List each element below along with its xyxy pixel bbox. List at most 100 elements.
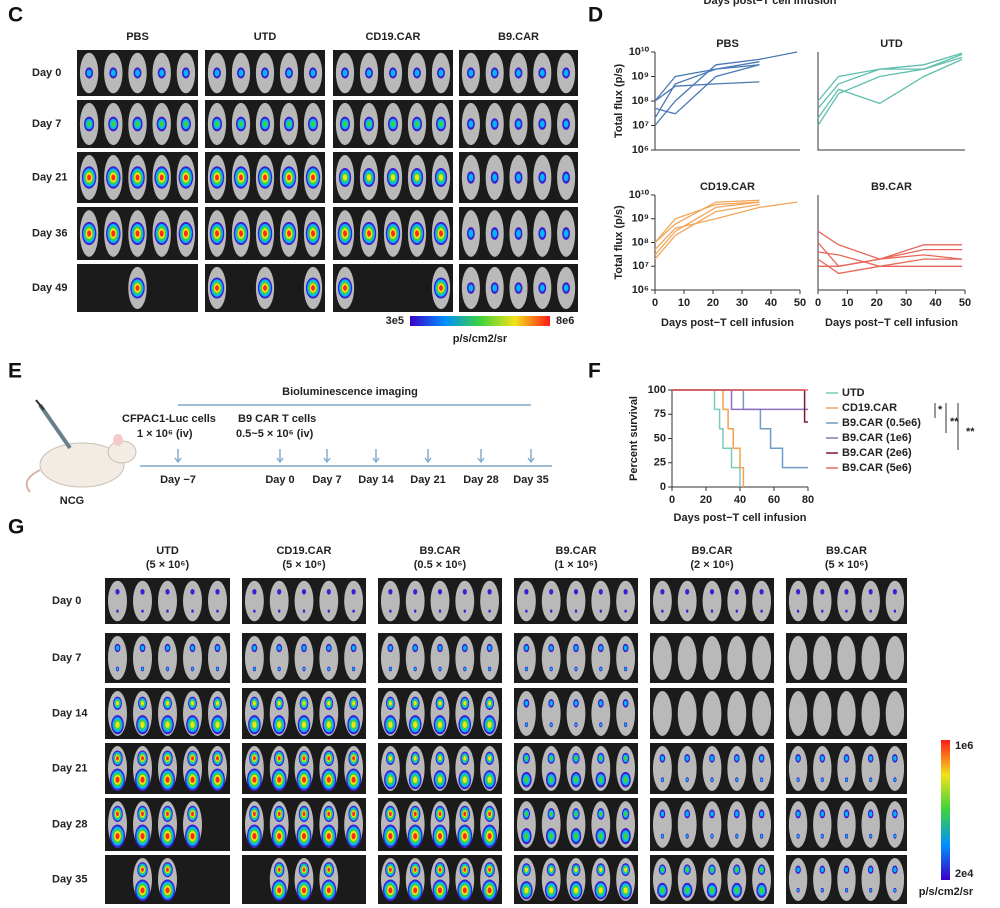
mouse — [702, 580, 722, 622]
signal — [140, 776, 145, 783]
signal — [661, 609, 664, 613]
y-axis-label: Total flux (p/s) — [613, 63, 625, 138]
panel-label: E — [8, 360, 22, 383]
mouse — [455, 636, 475, 680]
signal — [277, 867, 281, 872]
signal — [439, 667, 441, 671]
car-label: B9 CAR T cells — [238, 413, 316, 425]
mouse — [885, 857, 905, 902]
signal — [310, 69, 316, 77]
signal — [709, 887, 715, 894]
signal — [388, 701, 392, 706]
signal — [277, 832, 282, 840]
row-label: Day 7 — [32, 118, 61, 130]
signal — [301, 776, 307, 783]
signal — [487, 776, 492, 783]
mouse — [727, 746, 747, 791]
signal — [468, 173, 474, 182]
mouse — [591, 580, 611, 622]
signal — [462, 721, 467, 728]
colorbar-label: 1e6 — [955, 740, 973, 752]
mouse — [652, 580, 672, 622]
signal — [115, 776, 120, 783]
signal — [166, 667, 169, 671]
series-line — [654, 61, 760, 102]
signal — [342, 120, 348, 128]
row-label: Day 28 — [52, 818, 87, 830]
signal — [468, 229, 474, 238]
mouse — [837, 636, 856, 680]
y-tick-label: 10¹⁰ — [629, 189, 650, 201]
signal — [159, 230, 164, 237]
signal — [311, 230, 315, 237]
column-dose: (5 × 10⁶) — [282, 559, 326, 571]
mouse — [813, 801, 832, 848]
signal — [735, 609, 738, 613]
mouse — [885, 746, 905, 791]
signal — [437, 887, 443, 894]
signal — [845, 778, 848, 782]
y-axis-label: Total flux (p/s) — [613, 205, 625, 280]
signal — [624, 811, 628, 817]
x-tick-label: 10 — [678, 297, 690, 309]
signal — [660, 755, 665, 761]
signal — [303, 667, 305, 671]
signal — [438, 69, 444, 77]
signal — [685, 755, 689, 761]
signal — [190, 721, 195, 728]
x-axis-label: Days post−T cell infusion — [825, 317, 958, 329]
signal — [438, 756, 442, 761]
mouse — [702, 801, 722, 848]
row-label: Day 35 — [52, 873, 87, 885]
mouse — [380, 580, 400, 622]
signal — [599, 811, 603, 817]
signal — [191, 609, 194, 613]
signal — [351, 721, 356, 728]
mouse — [405, 636, 425, 680]
signal — [301, 887, 307, 894]
signal — [326, 721, 331, 728]
signal — [735, 778, 738, 782]
signal — [463, 645, 467, 651]
signal — [463, 701, 467, 706]
mouse — [788, 801, 808, 848]
signal — [87, 230, 92, 237]
signal — [463, 756, 467, 761]
signal — [438, 609, 442, 613]
signal — [438, 701, 442, 706]
signal — [487, 588, 492, 595]
mouse — [813, 746, 832, 791]
y-axis-label: Percent survival — [628, 396, 640, 481]
x-axis-label: Days post−T cell infusion — [661, 317, 794, 329]
signal — [574, 700, 578, 706]
signal — [183, 69, 189, 77]
colorbar-unit: p/s/cm2/sr — [919, 886, 974, 898]
signal — [685, 811, 689, 817]
signal — [135, 120, 140, 128]
signal — [549, 887, 554, 894]
y-tick-label: 25 — [654, 457, 666, 469]
signal — [869, 888, 872, 892]
signal — [183, 230, 188, 237]
signal — [488, 609, 491, 613]
signal — [366, 120, 372, 128]
signal — [735, 811, 739, 817]
cells-label: CFPAC1-Luc cells — [122, 413, 216, 425]
mouse — [158, 580, 177, 622]
x-axis-label: Days post−T cell infusion — [674, 512, 807, 524]
arrow — [424, 449, 432, 464]
signal — [487, 887, 492, 894]
signal — [462, 887, 467, 894]
signal — [287, 230, 291, 237]
signal — [116, 609, 119, 613]
arrow — [527, 449, 535, 464]
signal — [165, 721, 170, 728]
signal — [414, 174, 420, 181]
mouse — [652, 746, 672, 791]
signal — [623, 776, 628, 784]
signal — [239, 174, 243, 181]
signal — [797, 834, 800, 838]
signal — [463, 867, 467, 872]
mouse — [813, 580, 832, 622]
signal — [574, 645, 578, 651]
